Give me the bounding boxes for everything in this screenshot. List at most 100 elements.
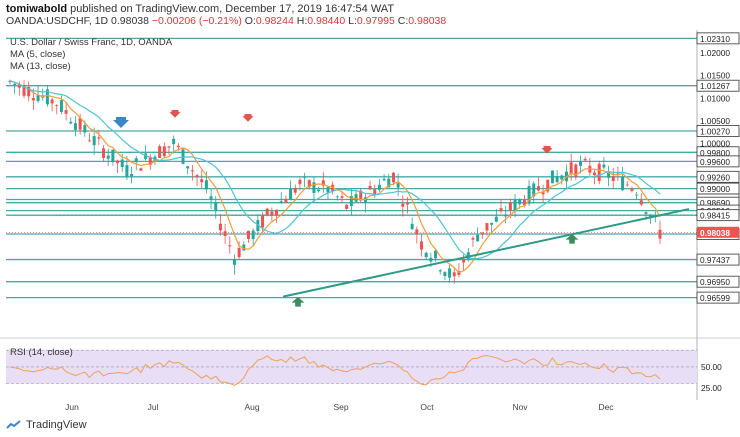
candle-body — [373, 189, 377, 195]
price-axis-label: 0.98690 — [700, 198, 730, 208]
ohlc-line: OANDA:USDCHF, 1D 0.98038 −0.00206 (−0.21… — [6, 15, 446, 27]
candle-body — [405, 202, 409, 205]
ma5-line — [9, 80, 661, 274]
candle-body — [116, 160, 120, 164]
price-axis-label: 1.01000 — [700, 93, 730, 103]
current-price-label: 0.98038 — [700, 228, 730, 238]
candle-body — [621, 176, 625, 191]
rsi-legend[interactable]: RSI (14, close) — [10, 347, 73, 358]
high-label: H: — [296, 15, 308, 27]
candle-body — [232, 259, 236, 265]
candle-body — [420, 241, 424, 250]
candle-body — [532, 183, 536, 197]
time-axis-label: Jun — [65, 402, 79, 412]
candle-body — [279, 201, 283, 204]
candle-body — [579, 161, 583, 166]
candle-body — [499, 208, 503, 212]
chart-header: tomiwabold published on TradingView.com,… — [0, 0, 740, 30]
candle-body — [574, 164, 578, 178]
candle-body — [106, 155, 110, 159]
candle-body — [508, 202, 512, 211]
price-axis-label: 1.02000 — [700, 48, 730, 58]
rsi-line — [9, 354, 661, 386]
time-axis-label: Sep — [333, 402, 348, 412]
candle-body — [597, 163, 601, 182]
current-price-tag — [697, 226, 739, 238]
candle-body — [83, 125, 87, 133]
candle-body — [200, 179, 204, 183]
candle-body — [391, 172, 395, 183]
candle-body — [658, 229, 662, 239]
candle-body — [111, 149, 115, 163]
publish-line: tomiwabold published on TradingView.com,… — [6, 3, 394, 15]
candle-body — [172, 138, 176, 145]
candle-body — [536, 186, 540, 191]
candle-body — [452, 272, 456, 277]
candle-body — [55, 105, 59, 106]
candle-body — [485, 223, 489, 231]
open-label: O: — [244, 15, 256, 27]
candle-body — [284, 199, 288, 203]
ma13-legend[interactable]: MA (13, close) — [10, 61, 71, 72]
candle-body — [261, 215, 265, 228]
price-axis-label: 0.96599 — [700, 293, 730, 303]
candle-body — [546, 179, 550, 192]
price-axis-label: 0.99800 — [700, 148, 730, 158]
close-value: 0.98038 — [408, 15, 447, 27]
low-label: L: — [348, 15, 357, 27]
candle-body — [22, 85, 26, 96]
candle-body — [448, 268, 452, 278]
candle-body — [593, 172, 597, 176]
candle-body — [69, 121, 73, 124]
candle-body — [443, 272, 447, 277]
candle-body — [602, 164, 606, 168]
price-axis-label: 0.98415 — [700, 211, 730, 221]
candle-body — [97, 137, 101, 139]
candle-body — [13, 83, 17, 86]
ma5-legend[interactable]: MA (5, close) — [10, 49, 65, 60]
candle-body — [17, 84, 21, 88]
candle-body — [307, 180, 311, 188]
chart-area[interactable]: 1.02310 1.02000 1.01500 1.01267 1.01000 1.005… — [0, 30, 740, 437]
price-axis-label: 0.99600 — [700, 157, 730, 167]
candle-body — [331, 184, 335, 192]
candle-body — [504, 214, 508, 217]
tradingview-logo[interactable]: TradingView — [6, 419, 87, 431]
price-level-box — [696, 275, 740, 288]
legend-layer: U.S. Dollar / Swiss Franc, 1D, OANDA MA … — [10, 37, 173, 358]
candle-body — [630, 188, 634, 191]
candle-body — [228, 245, 232, 247]
candle-body — [345, 204, 349, 209]
candle-body — [176, 145, 180, 148]
candle-body — [354, 194, 358, 202]
candle-body — [312, 182, 316, 193]
trendline — [282, 208, 690, 298]
candle-body — [27, 86, 31, 97]
candle-body — [186, 166, 190, 169]
candle-body — [162, 146, 166, 157]
candle-body — [64, 110, 68, 114]
candle-body — [275, 209, 279, 216]
candle-body — [204, 180, 208, 190]
price-level-box — [696, 155, 740, 168]
price-axis-label: 0.97437 — [700, 255, 730, 265]
red-down-arrow-icon — [541, 146, 553, 154]
candle-body — [415, 229, 419, 235]
author-name[interactable]: tomiwabold — [6, 3, 68, 15]
candle-body — [363, 197, 367, 203]
time-axis-label: Nov — [512, 402, 528, 412]
candle-body — [326, 187, 330, 193]
candle-body — [78, 118, 82, 130]
candle-body — [265, 208, 269, 215]
rsi-axis-label: 50.00 — [701, 362, 722, 372]
candle-body — [195, 175, 199, 178]
chart-title: U.S. Dollar / Swiss Franc, 1D, OANDA — [10, 37, 173, 48]
candle-body — [471, 238, 475, 240]
candle-body — [321, 180, 325, 186]
candle-body — [158, 146, 162, 158]
candle-body — [190, 170, 194, 172]
time-axis-layer: Jun Jul Aug Sep Oct Nov Dec — [65, 402, 614, 412]
price-axis-label: 1.01267 — [700, 81, 730, 91]
